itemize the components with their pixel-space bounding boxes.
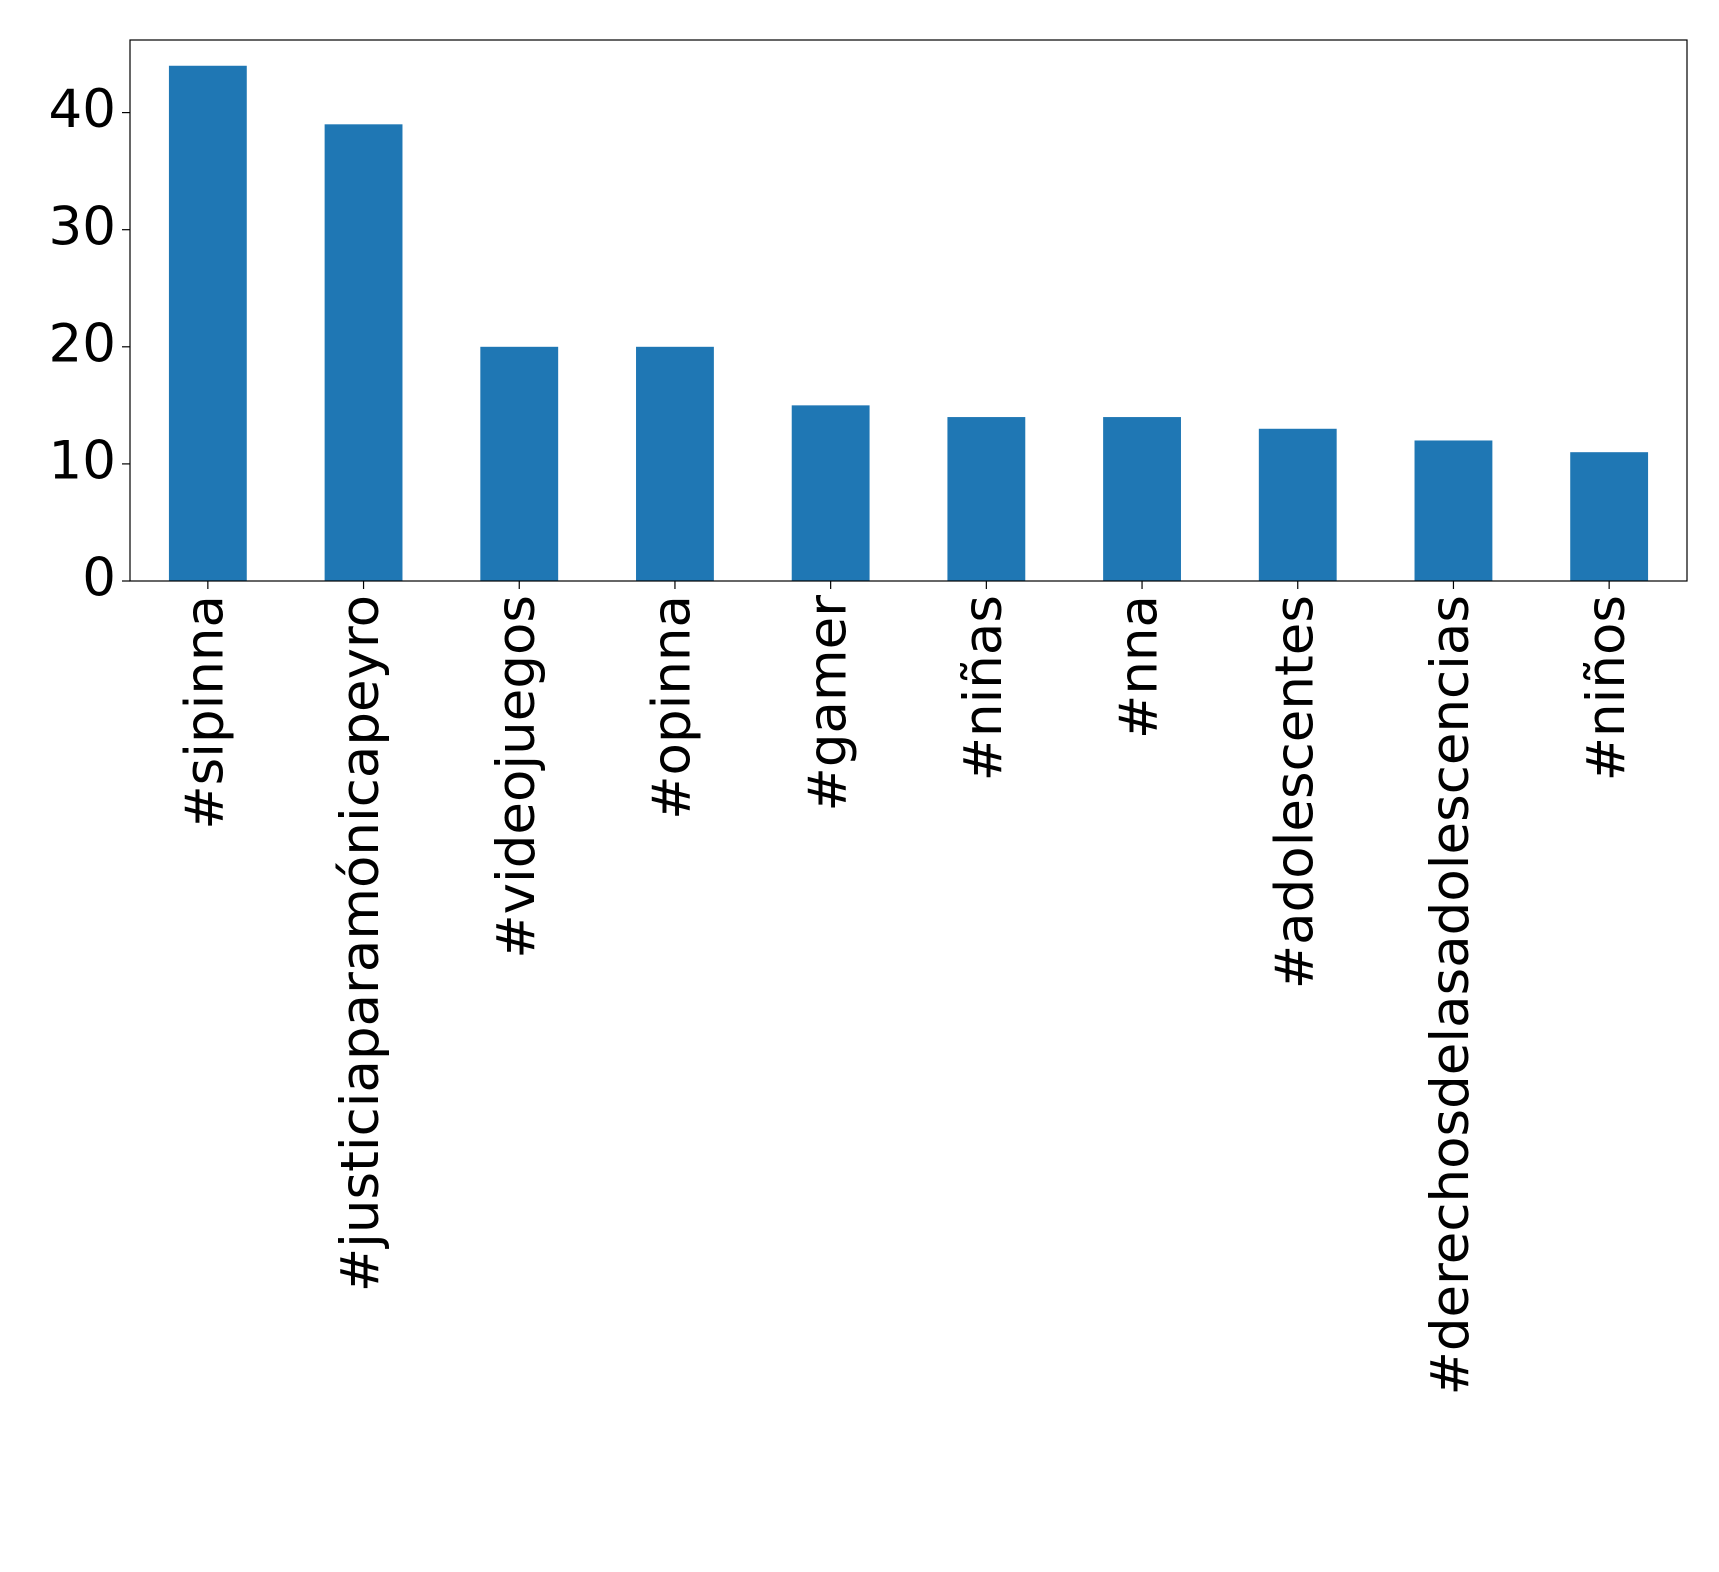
bar: [480, 346, 559, 581]
y-tick-label: 0: [82, 548, 116, 609]
bar: [791, 405, 870, 581]
x-tick-label: #nna: [1109, 595, 1170, 739]
x-tick-label: #niñas: [953, 595, 1014, 781]
bar: [947, 417, 1026, 581]
bar: [1414, 440, 1493, 581]
y-tick-label: 40: [49, 79, 116, 140]
y-tick-label: 30: [49, 196, 116, 257]
x-tick-label: #sipinna: [174, 595, 235, 830]
x-tick-label: #niños: [1576, 595, 1637, 781]
bar: [324, 124, 403, 581]
x-tick-label: #derechosdelasadolescencias: [1420, 595, 1481, 1396]
x-tick-label: #adolescentes: [1264, 595, 1325, 989]
x-tick-label: #gamer: [797, 595, 858, 812]
bar: [1258, 428, 1337, 581]
bar: [168, 65, 247, 581]
x-tick-label: #videojuegos: [486, 595, 547, 959]
plot-frame: [129, 39, 1688, 582]
bar: [1570, 452, 1649, 581]
bar: [1103, 417, 1181, 581]
bar: [636, 346, 714, 581]
y-tick-label: 10: [49, 431, 116, 492]
x-tick-label: #opinna: [642, 595, 703, 820]
x-tick-label: #justiciaparamónicapeyro: [330, 595, 391, 1292]
y-tick-label: 20: [49, 313, 116, 374]
